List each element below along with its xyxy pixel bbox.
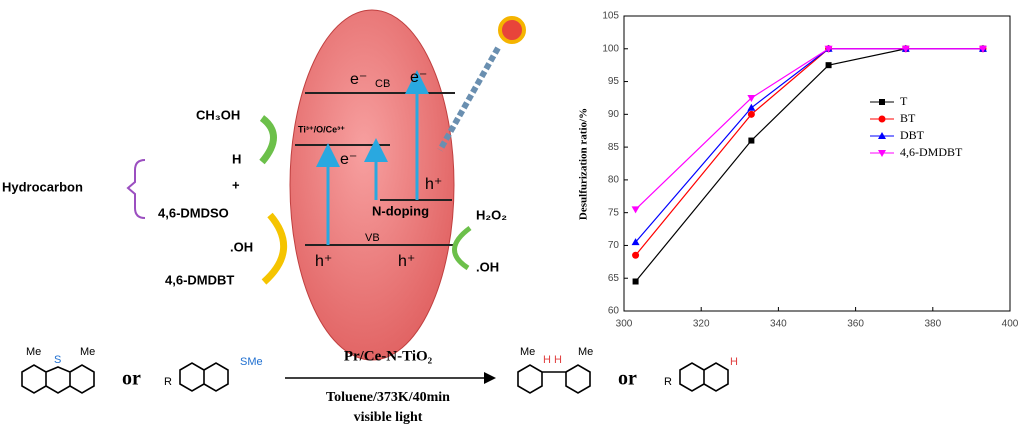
marker [631,238,640,246]
series-line [635,48,983,282]
y-tick-label: 75 [608,207,620,218]
hydrogens: H H [543,354,562,366]
marker [747,103,756,111]
catalyst: Pr/Ce-N-TiO₂ [344,348,433,364]
marker [632,251,640,259]
sulfur: S [54,354,61,366]
x-tick-label: 380 [924,319,941,330]
marker [879,99,885,105]
y-tick-label: 80 [608,175,620,186]
electron: e⁻ [350,71,367,88]
electron: e⁻ [340,151,357,168]
y-tick-label: 90 [608,109,620,120]
x-tick-label: 300 [616,319,633,330]
x-tick-label: 400 [1002,319,1019,330]
x-tick-label: 320 [693,319,710,330]
light: visible light [354,410,423,425]
methanol: CH₃OH [196,107,240,122]
vb-label: VB [365,232,380,244]
y-tick-label: 85 [608,142,620,153]
legend-label: T [900,94,908,108]
marker [901,45,910,53]
r-group: R [164,376,172,388]
hydrocarbon: Hydrocarbon [2,179,83,194]
marker [878,150,886,157]
marker [747,94,756,102]
legend-label: DBT [900,128,925,142]
methyl: Me [520,346,535,358]
y-tick-label: 100 [602,43,619,54]
marker [824,45,833,53]
brace [126,159,146,219]
hydrogen: H [730,356,738,368]
or: or [618,368,637,390]
r-group: R [664,376,672,388]
marker [825,62,832,69]
excitation-arrows [316,70,429,245]
n-doping-label: N-doping [372,203,429,218]
methyl: Me [578,346,593,358]
marker [632,278,639,285]
y-tick-label: 60 [608,306,620,317]
y-tick-label: 65 [608,273,620,284]
series-line [635,48,983,210]
sun [437,16,526,152]
legend-label: BT [900,111,916,125]
electron: e⁻ [410,69,427,86]
hole: h⁺ [398,253,415,270]
catalyst-particle [289,9,455,361]
h2o2: H₂O₂ [476,207,507,222]
marker [748,137,755,144]
marker [878,115,886,123]
methylthio: SMe [240,356,263,368]
y-tick-label: 105 [602,11,619,22]
hole: h⁺ [315,253,332,270]
hydrogen: H [232,151,241,166]
conditions: Toluene/373K/40min [326,390,450,405]
or: or [122,368,141,390]
marker [631,206,640,214]
marker [878,132,886,139]
molecules [21,362,729,394]
level-label: Ti³⁺/O/Ce³⁺ [298,124,345,134]
y-axis-label: Desulfurization ratio/% [578,108,590,220]
hydroxyl: .OH [230,239,253,254]
marker [978,45,987,53]
dmdso: 4,6-DMDSO [158,205,229,220]
y-tick-label: 95 [608,76,620,87]
reaction-arrows [259,115,472,285]
plus: + [232,177,240,192]
methyl: Me [80,346,95,358]
plot-frame [623,15,1011,312]
dmdbt: 4,6-DMDBT [165,272,234,287]
hydroxyl: .OH [476,259,499,274]
methyl: Me [26,346,41,358]
x-tick-label: 340 [770,319,787,330]
hole: h⁺ [425,176,442,193]
marker [747,110,755,118]
cb-label: CB [375,78,390,90]
y-tick-label: 70 [608,240,620,251]
legend-label: 4,6-DMDBT [900,145,963,159]
x-tick-label: 360 [847,319,864,330]
